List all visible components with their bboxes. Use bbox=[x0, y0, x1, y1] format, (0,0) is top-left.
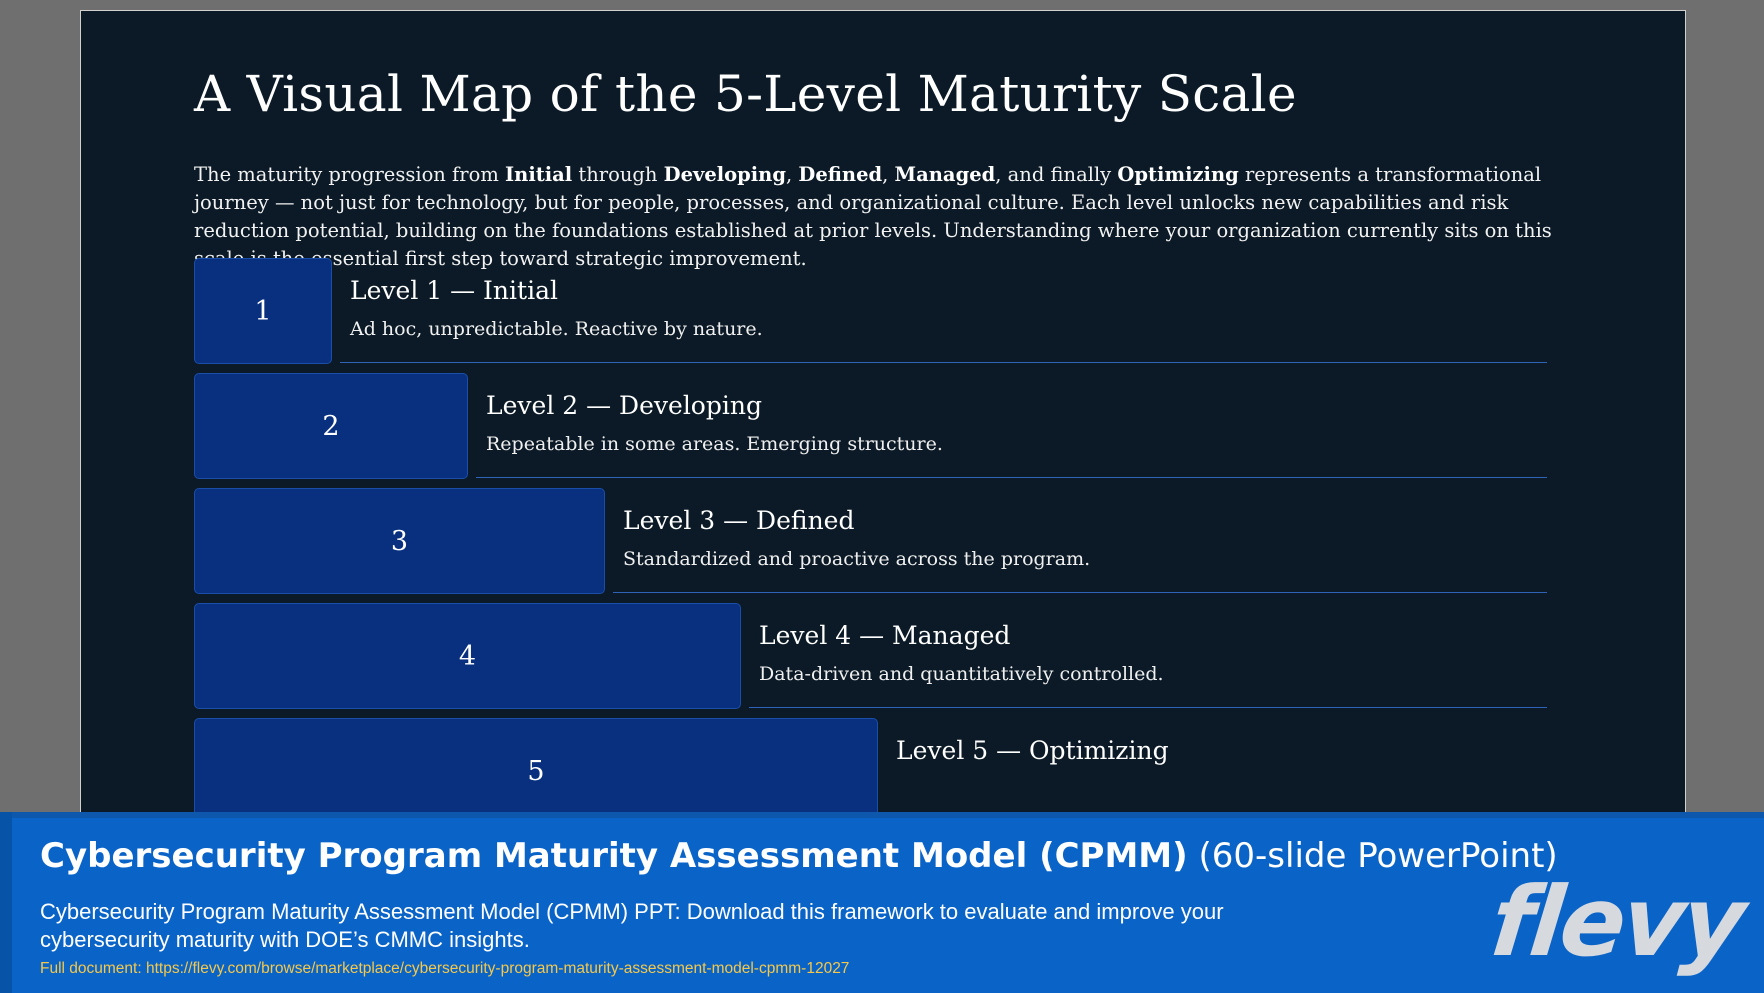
intro-bold-initial: Initial bbox=[505, 163, 573, 186]
level-row-2: 2 Level 2 — Developing Repeatable in som… bbox=[194, 373, 1547, 481]
intro-text: through bbox=[572, 163, 664, 186]
promo-banner: Cybersecurity Program Maturity Assessmen… bbox=[0, 812, 1764, 993]
level-number: 1 bbox=[254, 295, 272, 327]
level-step-box: 5 bbox=[194, 718, 878, 824]
level-divider bbox=[749, 707, 1547, 708]
slide-title: A Visual Map of the 5-Level Maturity Sca… bbox=[194, 65, 1297, 123]
level-row-1: 1 Level 1 — Initial Ad hoc, unpredictabl… bbox=[194, 258, 1547, 366]
level-divider bbox=[613, 592, 1547, 593]
banner-title-bold: Cybersecurity Program Maturity Assessmen… bbox=[40, 836, 1188, 876]
intro-bold-managed: Managed bbox=[894, 163, 996, 186]
banner-top-strip bbox=[0, 812, 1764, 818]
level-row-3: 3 Level 3 — Defined Standardized and pro… bbox=[194, 488, 1547, 596]
intro-bold-optimizing: Optimizing bbox=[1117, 163, 1239, 186]
banner-description: Cybersecurity Program Maturity Assessmen… bbox=[40, 899, 1224, 952]
intro-text: , and finally bbox=[995, 163, 1118, 186]
level-step-box: 4 bbox=[194, 603, 741, 709]
intro-text: , bbox=[882, 163, 895, 186]
level-step-box: 2 bbox=[194, 373, 468, 479]
level-title: Level 1 — Initial bbox=[350, 276, 558, 305]
level-title: Level 4 — Managed bbox=[759, 621, 1011, 650]
level-number: 2 bbox=[322, 410, 340, 442]
intro-text: , bbox=[786, 163, 799, 186]
banner-left-strip bbox=[0, 812, 12, 993]
level-title: Level 5 — Optimizing bbox=[896, 736, 1169, 765]
level-number: 3 bbox=[390, 525, 409, 557]
level-row-4: 4 Level 4 — Managed Data-driven and quan… bbox=[194, 603, 1547, 711]
intro-bold-developing: Developing bbox=[663, 163, 786, 186]
intro-paragraph: The maturity progression from Initial th… bbox=[194, 161, 1574, 273]
level-description: Repeatable in some areas. Emerging struc… bbox=[486, 433, 943, 455]
level-description: Standardized and proactive across the pr… bbox=[623, 548, 1091, 570]
intro-bold-defined: Defined bbox=[798, 163, 883, 186]
banner-title-suffix: (60-slide PowerPoint) bbox=[1187, 836, 1558, 876]
level-number: 5 bbox=[527, 755, 545, 787]
banner-title: Cybersecurity Program Maturity Assessmen… bbox=[40, 836, 1558, 876]
slide: A Visual Map of the 5-Level Maturity Sca… bbox=[80, 10, 1686, 852]
full-document-link[interactable]: Full document: https://flevy.com/browse/… bbox=[40, 960, 850, 977]
level-step-box: 3 bbox=[194, 488, 605, 594]
intro-text: The maturity progression from bbox=[194, 163, 506, 186]
level-divider bbox=[340, 362, 1547, 363]
level-description: Data-driven and quantitatively controlle… bbox=[759, 663, 1164, 685]
level-step-box: 1 bbox=[194, 258, 332, 364]
level-title: Level 3 — Defined bbox=[623, 506, 855, 535]
level-title: Level 2 — Developing bbox=[486, 391, 762, 420]
intro-text: represents a transformational journey — … bbox=[194, 163, 1552, 270]
level-number: 4 bbox=[458, 640, 477, 672]
flevy-logo[interactable]: flevy bbox=[1486, 866, 1748, 978]
level-description: Ad hoc, unpredictable. Reactive by natur… bbox=[350, 318, 763, 340]
level-divider bbox=[476, 477, 1547, 478]
level-row-5: 5 Level 5 — Optimizing bbox=[194, 718, 1547, 826]
